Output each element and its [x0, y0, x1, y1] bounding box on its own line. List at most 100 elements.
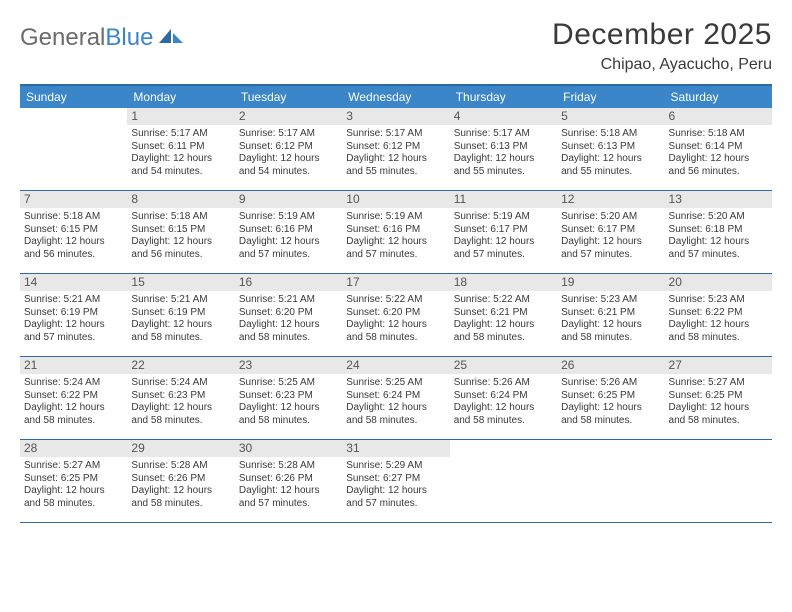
day-number [20, 108, 127, 125]
day-info-line: Sunset: 6:13 PM [561, 141, 660, 154]
day-13: 13Sunrise: 5:20 AMSunset: 6:18 PMDayligh… [665, 191, 772, 273]
day-number: 14 [20, 274, 127, 291]
day-info-line: Daylight: 12 hours [561, 236, 660, 249]
day-info-line: and 58 minutes. [131, 498, 230, 511]
day-24: 24Sunrise: 5:25 AMSunset: 6:24 PMDayligh… [342, 357, 449, 439]
week-row: 28Sunrise: 5:27 AMSunset: 6:25 PMDayligh… [20, 440, 772, 523]
day-info-line: Sunrise: 5:18 AM [669, 128, 768, 141]
week-row: 7Sunrise: 5:18 AMSunset: 6:15 PMDaylight… [20, 191, 772, 274]
day-number: 27 [665, 357, 772, 374]
day-info-line: and 58 minutes. [669, 332, 768, 345]
day-number: 25 [450, 357, 557, 374]
day-info-line: and 58 minutes. [24, 415, 123, 428]
day-info-line: Daylight: 12 hours [131, 485, 230, 498]
day-info-line: Sunrise: 5:17 AM [131, 128, 230, 141]
day-info-line: Sunset: 6:27 PM [346, 473, 445, 486]
day-number: 5 [557, 108, 664, 125]
day-info-line: Sunrise: 5:24 AM [24, 377, 123, 390]
day-info-line: Sunrise: 5:28 AM [131, 460, 230, 473]
day-info-line: and 55 minutes. [454, 166, 553, 179]
day-info-line: Sunset: 6:24 PM [346, 390, 445, 403]
day-number [450, 440, 557, 457]
day-info-line: Sunrise: 5:23 AM [561, 294, 660, 307]
day-23: 23Sunrise: 5:25 AMSunset: 6:23 PMDayligh… [235, 357, 342, 439]
day-info-line: Sunset: 6:26 PM [131, 473, 230, 486]
week-row: 1Sunrise: 5:17 AMSunset: 6:11 PMDaylight… [20, 108, 772, 191]
day-info-line: Daylight: 12 hours [669, 153, 768, 166]
day-info-line: and 58 minutes. [346, 332, 445, 345]
day-info-line: Sunset: 6:21 PM [454, 307, 553, 320]
day-25: 25Sunrise: 5:26 AMSunset: 6:24 PMDayligh… [450, 357, 557, 439]
day-info-line: and 57 minutes. [454, 249, 553, 262]
day-info-line: Daylight: 12 hours [239, 485, 338, 498]
day-number: 10 [342, 191, 449, 208]
dow-tuesday: Tuesday [235, 86, 342, 108]
dow-thursday: Thursday [450, 86, 557, 108]
day-number: 7 [20, 191, 127, 208]
calendar: SundayMondayTuesdayWednesdayThursdayFrid… [20, 84, 772, 523]
day-info-line: Daylight: 12 hours [239, 402, 338, 415]
day-info-line: and 56 minutes. [669, 166, 768, 179]
day-info-line: Sunset: 6:20 PM [346, 307, 445, 320]
day-number: 22 [127, 357, 234, 374]
day-info-line: and 58 minutes. [239, 415, 338, 428]
day-info-line: Daylight: 12 hours [346, 153, 445, 166]
day-info-line: Sunrise: 5:29 AM [346, 460, 445, 473]
day-14: 14Sunrise: 5:21 AMSunset: 6:19 PMDayligh… [20, 274, 127, 356]
day-18: 18Sunrise: 5:22 AMSunset: 6:21 PMDayligh… [450, 274, 557, 356]
day-info-line: Daylight: 12 hours [131, 402, 230, 415]
day-info-line: Sunset: 6:19 PM [24, 307, 123, 320]
day-info-line: Sunset: 6:25 PM [561, 390, 660, 403]
logo-sail-icon [157, 27, 185, 45]
day-info-line: Sunrise: 5:22 AM [454, 294, 553, 307]
day-info-line: and 57 minutes. [346, 249, 445, 262]
day-info-line: and 58 minutes. [454, 415, 553, 428]
day-info-line: and 56 minutes. [131, 249, 230, 262]
dow-sunday: Sunday [20, 86, 127, 108]
day-info-line: Sunset: 6:15 PM [131, 224, 230, 237]
dow-friday: Friday [557, 86, 664, 108]
day-number: 19 [557, 274, 664, 291]
day-5: 5Sunrise: 5:18 AMSunset: 6:13 PMDaylight… [557, 108, 664, 190]
day-9: 9Sunrise: 5:19 AMSunset: 6:16 PMDaylight… [235, 191, 342, 273]
day-info-line: and 54 minutes. [131, 166, 230, 179]
day-info-line: and 56 minutes. [24, 249, 123, 262]
day-info-line: Sunset: 6:14 PM [669, 141, 768, 154]
day-info-line: and 58 minutes. [561, 415, 660, 428]
day-11: 11Sunrise: 5:19 AMSunset: 6:17 PMDayligh… [450, 191, 557, 273]
day-number: 17 [342, 274, 449, 291]
empty-cell [20, 108, 127, 190]
day-info-line: and 58 minutes. [669, 415, 768, 428]
day-info-line: Daylight: 12 hours [24, 485, 123, 498]
day-info-line: Daylight: 12 hours [454, 236, 553, 249]
day-info-line: and 57 minutes. [24, 332, 123, 345]
day-number: 16 [235, 274, 342, 291]
day-info-line: Daylight: 12 hours [669, 402, 768, 415]
day-info-line: and 54 minutes. [239, 166, 338, 179]
day-number: 2 [235, 108, 342, 125]
day-info-line: Sunrise: 5:17 AM [346, 128, 445, 141]
day-3: 3Sunrise: 5:17 AMSunset: 6:12 PMDaylight… [342, 108, 449, 190]
day-info-line: Sunrise: 5:18 AM [561, 128, 660, 141]
day-info-line: Daylight: 12 hours [454, 402, 553, 415]
day-number: 3 [342, 108, 449, 125]
day-20: 20Sunrise: 5:23 AMSunset: 6:22 PMDayligh… [665, 274, 772, 356]
day-info-line: Sunrise: 5:23 AM [669, 294, 768, 307]
day-info-line: Sunset: 6:16 PM [346, 224, 445, 237]
day-1: 1Sunrise: 5:17 AMSunset: 6:11 PMDaylight… [127, 108, 234, 190]
dow-row: SundayMondayTuesdayWednesdayThursdayFrid… [20, 86, 772, 108]
day-info-line: Daylight: 12 hours [561, 319, 660, 332]
day-number: 4 [450, 108, 557, 125]
empty-cell [450, 440, 557, 522]
header: GeneralBlue December 2025 Chipao, Ayacuc… [20, 18, 772, 74]
day-17: 17Sunrise: 5:22 AMSunset: 6:20 PMDayligh… [342, 274, 449, 356]
dow-monday: Monday [127, 86, 234, 108]
day-info-line: Sunset: 6:22 PM [669, 307, 768, 320]
logo-text: GeneralBlue [20, 24, 153, 52]
day-info-line: Sunrise: 5:19 AM [454, 211, 553, 224]
day-info-line: Sunset: 6:25 PM [24, 473, 123, 486]
day-28: 28Sunrise: 5:27 AMSunset: 6:25 PMDayligh… [20, 440, 127, 522]
day-info-line: and 58 minutes. [131, 332, 230, 345]
day-number: 11 [450, 191, 557, 208]
day-info-line: and 55 minutes. [346, 166, 445, 179]
